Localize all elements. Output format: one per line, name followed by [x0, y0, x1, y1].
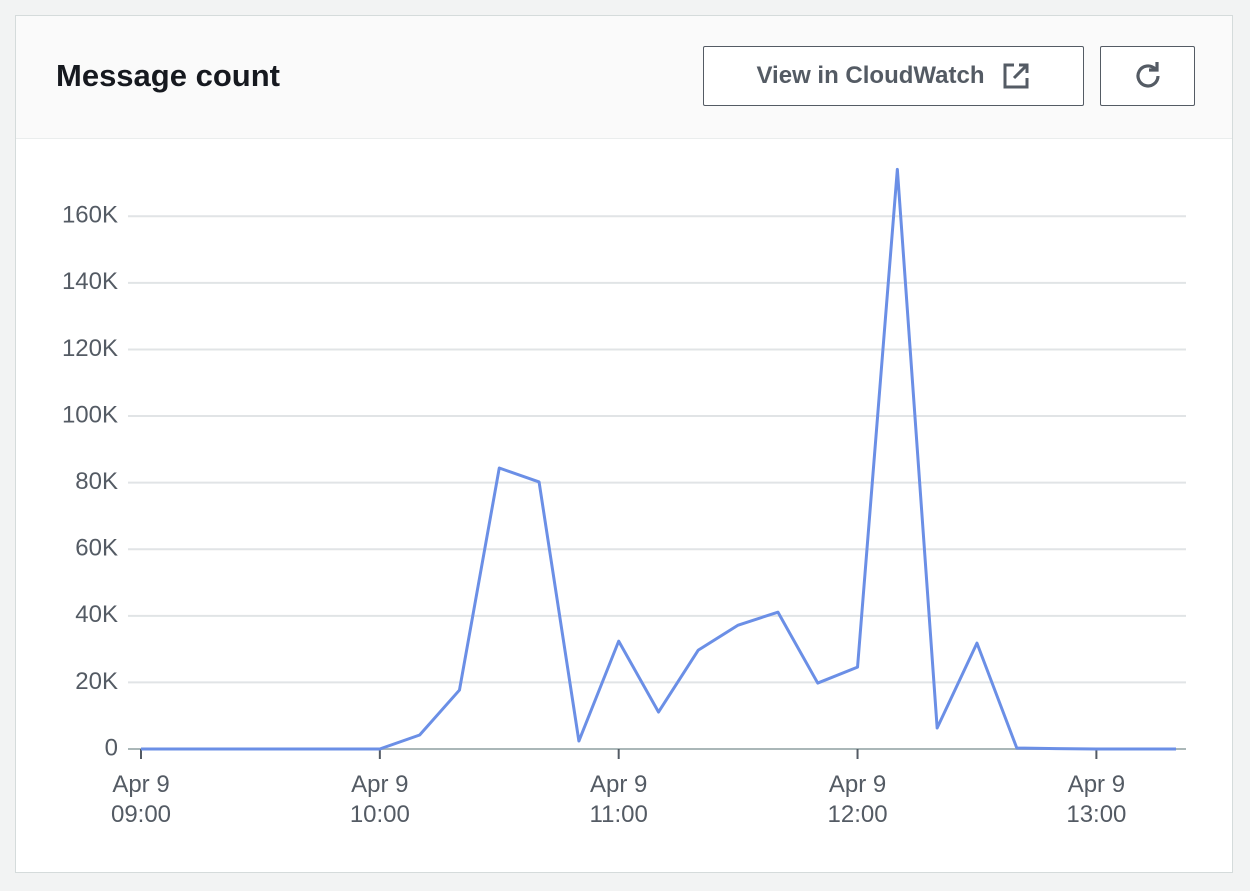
y-tick-label: 120K	[62, 335, 118, 362]
y-tick-label: 40K	[75, 601, 118, 628]
y-tick-label: 20K	[75, 668, 118, 695]
card: Message count View in CloudWatch	[15, 15, 1233, 873]
y-tick-label: 160K	[62, 202, 118, 229]
y-tick-label: 80K	[75, 468, 118, 495]
x-tick-label: Apr 9 10:00	[350, 771, 410, 828]
y-tick-label: 140K	[62, 268, 118, 295]
card-header: Message count View in CloudWatch	[16, 16, 1232, 139]
x-tick-label: Apr 9 09:00	[111, 771, 171, 828]
cloudwatch-button[interactable]: View in CloudWatch	[703, 46, 1084, 106]
button-label: View in CloudWatch	[756, 62, 985, 89]
y-tick-label: 0	[105, 734, 118, 761]
data-line	[141, 167, 1176, 751]
x-tick-label: Apr 9 12:00	[828, 771, 888, 828]
x-tick-label: Apr 9 13:00	[1066, 771, 1126, 828]
y-tick-label: 100K	[62, 401, 118, 428]
refresh-icon	[1135, 62, 1160, 88]
title: Message count	[56, 58, 280, 93]
refresh-button[interactable]	[1100, 46, 1195, 106]
y-tick-label: 60K	[75, 535, 118, 562]
x-tick-label: Apr 9 11:00	[590, 771, 648, 828]
external-icon	[1003, 63, 1028, 89]
